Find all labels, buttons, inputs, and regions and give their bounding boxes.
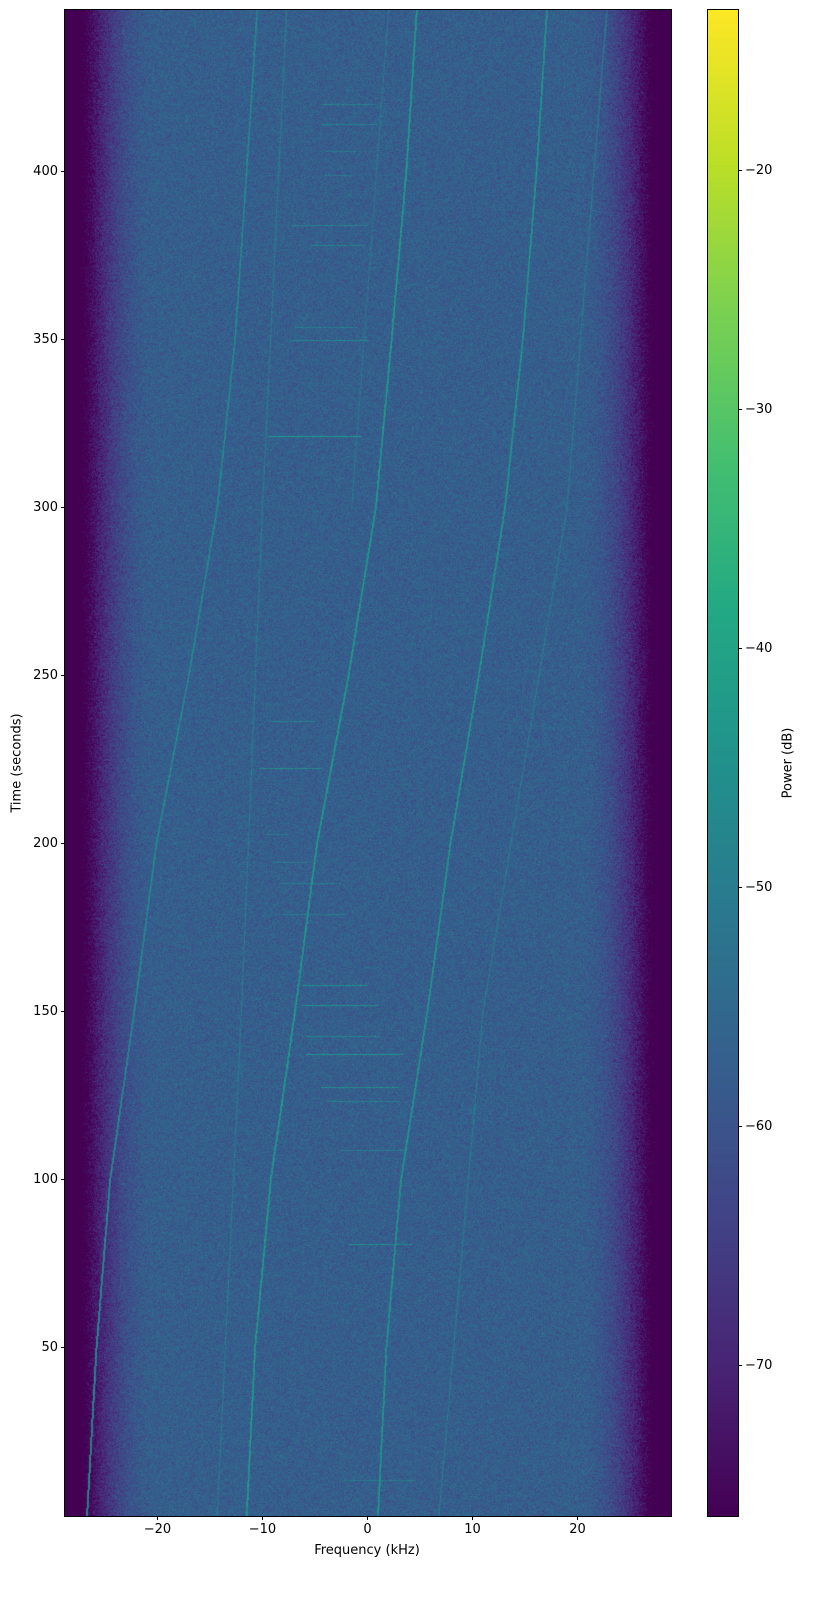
colorbar-tick-label: −30 <box>745 401 773 417</box>
y-tick-label: 250 <box>33 668 58 684</box>
y-tick-label: 200 <box>33 836 58 852</box>
y-tick-mark <box>61 675 65 677</box>
x-tick-label: 10 <box>464 1522 481 1537</box>
colorbar-tick-label: −40 <box>745 640 773 656</box>
y-tick-label: 50 <box>41 1340 58 1356</box>
spectrogram-plot-area <box>65 10 671 1516</box>
x-tick-mark <box>366 1516 368 1520</box>
y-tick-label: 300 <box>33 500 58 516</box>
y-tick-mark <box>61 338 65 340</box>
colorbar-tick-label: −50 <box>745 879 773 895</box>
x-tick-mark <box>261 1516 263 1520</box>
colorbar-tick-label: −60 <box>745 1118 773 1134</box>
y-tick-mark <box>61 170 65 172</box>
y-tick-label: 150 <box>33 1004 58 1020</box>
y-tick-mark <box>61 843 65 845</box>
x-tick-label: 0 <box>363 1522 372 1537</box>
y-axis-label: Time (seconds) <box>9 713 25 813</box>
y-tick-label: 350 <box>33 331 58 347</box>
x-tick-label: −10 <box>248 1522 277 1537</box>
colorbar-tick-mark <box>738 886 742 888</box>
colorbar-tick-label: −70 <box>745 1357 773 1373</box>
x-tick-label: 20 <box>569 1522 586 1537</box>
colorbar-tick-mark <box>738 1125 742 1127</box>
colorbar-tick-label: −20 <box>745 162 773 178</box>
y-tick-mark <box>61 1011 65 1013</box>
y-tick-mark <box>61 1347 65 1349</box>
x-tick-mark <box>156 1516 158 1520</box>
y-tick-label: 100 <box>33 1172 58 1188</box>
colorbar-tick-mark <box>738 169 742 171</box>
y-tick-mark <box>61 1179 65 1181</box>
colorbar-label: Power (dB) <box>780 727 796 799</box>
x-axis-label: Frequency (kHz) <box>314 1543 420 1558</box>
colorbar-tick-mark <box>738 408 742 410</box>
x-tick-mark <box>472 1516 473 1520</box>
colorbar-gradient <box>708 10 738 1516</box>
colorbar <box>708 10 738 1516</box>
x-tick-mark <box>577 1516 579 1520</box>
y-tick-mark <box>61 507 65 509</box>
colorbar-tick-mark <box>738 1364 742 1366</box>
y-tick-label: 400 <box>33 163 58 179</box>
colorbar-tick-mark <box>738 647 742 649</box>
x-tick-label: −20 <box>143 1522 172 1537</box>
spectrogram-heatmap <box>65 10 671 1516</box>
